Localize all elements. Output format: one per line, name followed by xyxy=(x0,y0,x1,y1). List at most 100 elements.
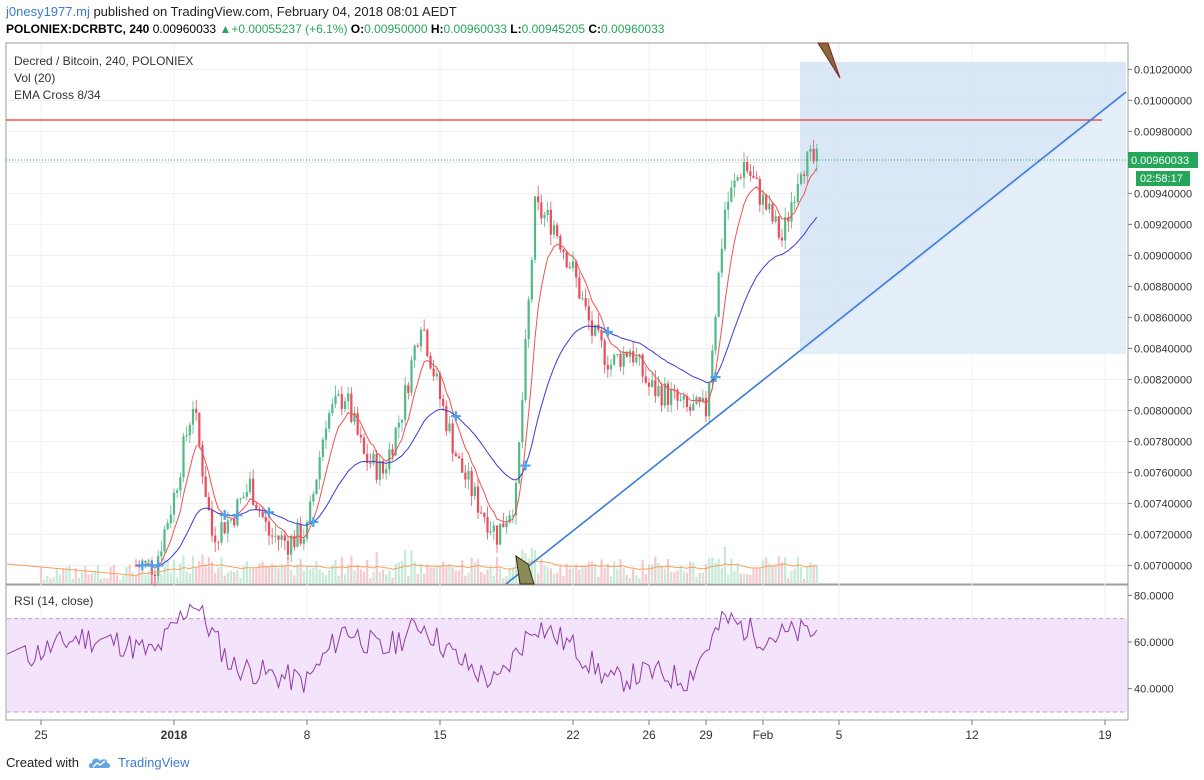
volume-bar xyxy=(261,561,264,584)
volume-bar xyxy=(720,567,723,584)
volume-bar xyxy=(600,559,603,584)
volume-bar xyxy=(407,575,410,584)
volume-bar xyxy=(182,555,185,584)
price-axis[interactable]: 0.010200000.010000000.009800000.00960000… xyxy=(1128,64,1192,572)
volume-bar xyxy=(689,561,692,584)
volume-bar xyxy=(711,557,714,584)
x-tick-label: 2018 xyxy=(161,728,188,742)
volume-bar xyxy=(559,565,562,584)
volume-bar xyxy=(663,568,666,584)
y-tick-label: 0.00940000 xyxy=(1134,188,1192,200)
volume-bar xyxy=(749,574,752,584)
volume-bar xyxy=(328,569,331,584)
volume-bar xyxy=(647,564,651,584)
trendline[interactable] xyxy=(505,91,1127,585)
candle-body xyxy=(657,386,660,396)
candle-body xyxy=(144,561,147,563)
x-tick-label: 19 xyxy=(1098,728,1112,742)
volume-bar xyxy=(229,570,233,584)
volume-bar xyxy=(309,569,312,584)
volume-bar xyxy=(796,556,799,584)
candle-body xyxy=(340,394,343,409)
volume-bar xyxy=(457,570,461,584)
low-value: 0.00945205 xyxy=(521,22,586,36)
candle-body xyxy=(404,385,407,420)
candle-body xyxy=(160,551,163,557)
candle-body xyxy=(698,397,701,403)
candle-body xyxy=(271,535,274,537)
candle-body xyxy=(356,413,359,435)
x-tick-label: 25 xyxy=(34,728,48,742)
candle-body xyxy=(755,177,758,179)
volume-bar xyxy=(236,569,239,584)
volume-bar xyxy=(695,577,698,584)
volume-bar xyxy=(701,572,704,584)
candle-body xyxy=(166,523,169,530)
volume-bar xyxy=(685,572,689,584)
ema-legend[interactable]: EMA Cross 8/34 xyxy=(14,88,101,102)
trading-chart[interactable]: 0.010200000.010000000.009800000.00960000… xyxy=(0,0,1204,746)
volume-bar xyxy=(717,559,720,584)
volume-bar xyxy=(52,577,55,584)
volume-bar xyxy=(799,567,803,584)
candle-body xyxy=(337,394,340,396)
volume-bar xyxy=(264,566,267,584)
candle-body xyxy=(587,306,590,321)
volume-bar xyxy=(391,577,394,584)
volume-bar xyxy=(733,571,736,584)
close-label: C: xyxy=(588,22,602,36)
x-tick-label: 22 xyxy=(566,728,580,742)
candle-body xyxy=(163,529,166,552)
cross-marker-icon xyxy=(219,510,230,521)
volume-bar xyxy=(378,571,381,584)
footer: Created with TradingView xyxy=(0,746,1204,780)
rsi-legend[interactable]: RSI (14, close) xyxy=(14,594,93,608)
candle-body xyxy=(765,194,768,210)
candle-body xyxy=(670,389,673,405)
vol-legend[interactable]: Vol (20) xyxy=(14,71,55,85)
candlesticks xyxy=(134,139,818,587)
cross-marker-icon xyxy=(153,560,164,571)
high-label: H: xyxy=(430,22,444,36)
volume-bar xyxy=(410,550,413,584)
volume-bar xyxy=(511,567,514,584)
candle-body xyxy=(590,320,594,336)
cross-marker-icon xyxy=(264,507,274,518)
volume-bar xyxy=(172,559,176,584)
candle-body xyxy=(331,403,334,414)
candle-body xyxy=(549,209,552,235)
volume-bar xyxy=(758,567,761,584)
close-value: 0.00960033 xyxy=(601,22,665,36)
volume-bar xyxy=(543,565,546,584)
chart-title[interactable]: Decred / Bitcoin, 240, POLONIEX xyxy=(14,54,193,68)
candle-body xyxy=(274,535,277,537)
volume-bar xyxy=(489,566,492,584)
candle-body xyxy=(676,390,679,401)
volume-bar xyxy=(584,564,587,584)
rsi-axis[interactable]: 80.0000 60.0000 40.0000 xyxy=(1128,590,1174,696)
candle-body xyxy=(546,209,549,215)
volume-bar xyxy=(131,572,134,584)
volume-bar xyxy=(125,567,128,584)
volume-bar xyxy=(682,571,685,584)
cross-marker-icon xyxy=(520,460,531,471)
candle-body xyxy=(397,422,400,428)
candle-body xyxy=(419,329,423,347)
volume-bar xyxy=(537,573,540,584)
author-link[interactable]: j0nesy1977.mj xyxy=(6,4,90,19)
volume-bar xyxy=(635,575,638,584)
candle-body xyxy=(334,395,337,404)
volume-bar xyxy=(597,576,600,584)
up-arrow-icon[interactable] xyxy=(515,554,535,585)
candle-body xyxy=(597,324,600,330)
volume-bar xyxy=(39,566,43,584)
candle-body xyxy=(369,462,372,464)
candle-body xyxy=(758,178,761,205)
time-axis[interactable]: 25 2018 8 15 22 26 29 Feb 5 12 19 xyxy=(34,720,1112,742)
volume-bar xyxy=(337,575,340,584)
candle-body xyxy=(613,354,616,365)
down-arrow-icon[interactable] xyxy=(817,42,841,79)
candle-body xyxy=(410,360,413,393)
volume-bar xyxy=(666,558,670,584)
volume-bar xyxy=(628,577,632,584)
